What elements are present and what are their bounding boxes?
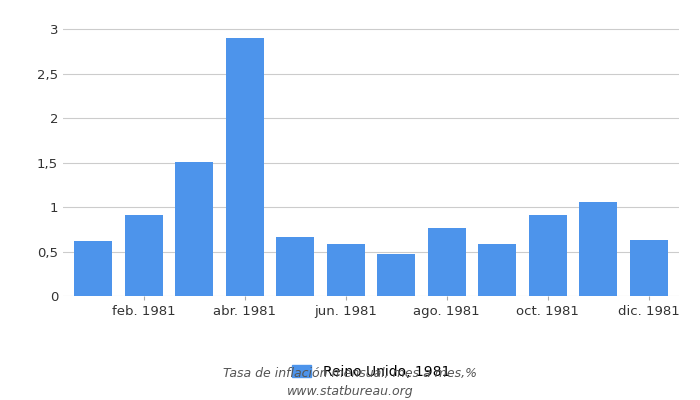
Bar [478,244,516,296]
Bar [125,215,162,296]
Text: www.statbureau.org: www.statbureau.org [287,385,413,398]
Bar [428,228,466,296]
Bar [580,202,617,296]
Bar [226,38,264,296]
Legend: Reino Unido, 1981: Reino Unido, 1981 [286,359,456,384]
Bar [276,237,314,296]
Bar [630,240,668,296]
Text: Tasa de inflación mensual, mes a mes,%: Tasa de inflación mensual, mes a mes,% [223,368,477,380]
Bar [327,244,365,296]
Bar [74,241,112,296]
Bar [377,254,415,296]
Bar [528,215,567,296]
Bar [175,162,214,296]
